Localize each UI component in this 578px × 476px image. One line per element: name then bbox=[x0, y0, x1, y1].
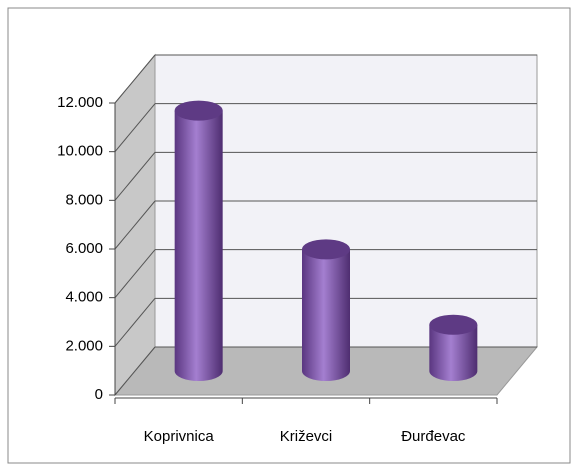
grid-line-side bbox=[114, 298, 156, 347]
x-tick-label: Križevci bbox=[280, 428, 333, 445]
grid-line-side bbox=[114, 54, 156, 104]
x-tick-label: Đurđevac bbox=[401, 428, 466, 445]
y-tick-label: 4.000 bbox=[65, 289, 103, 306]
y-tick-label: 6.000 bbox=[65, 240, 103, 257]
bar bbox=[302, 249, 350, 381]
bar-top bbox=[302, 239, 350, 260]
bar-top bbox=[429, 314, 478, 335]
y-tick-label: 2.000 bbox=[65, 337, 103, 354]
grid-line-side bbox=[114, 346, 156, 396]
grid-line-side bbox=[114, 200, 156, 250]
grid-line-side bbox=[114, 249, 156, 298]
bar-top bbox=[174, 100, 223, 121]
y-tick-label: 0 bbox=[95, 386, 103, 403]
y-tick-label: 10.000 bbox=[57, 143, 103, 160]
grid-line-side bbox=[114, 152, 156, 201]
bar bbox=[174, 110, 223, 382]
bar bbox=[429, 324, 478, 382]
x-tick-label: Koprivnica bbox=[144, 428, 215, 445]
grid-line-side bbox=[114, 103, 156, 152]
y-tick-label: 12.000 bbox=[57, 94, 103, 111]
y-tick-label: 8.000 bbox=[65, 191, 103, 208]
